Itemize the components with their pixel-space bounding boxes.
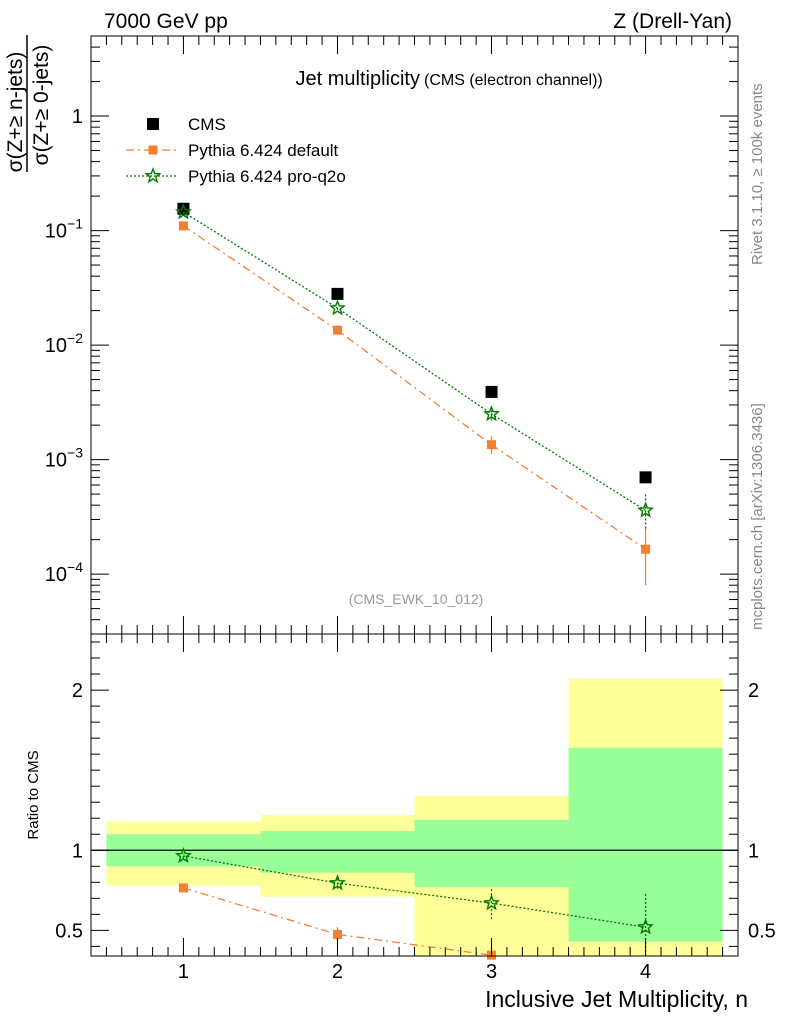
- ratio-y-tick-label: 0.5: [55, 920, 83, 942]
- x-axis-label: Inclusive Jet Multiplicity, n: [485, 986, 748, 1012]
- main-ticks: 10−4 10−3 10−2 10−1 1: [45, 35, 738, 635]
- ratio-panel: 1 2 3 4 0.5 0.5 1 1 2 2 Ratio to CMS Inclusive Je…: [25, 633, 776, 1012]
- ratio-series-1: [174, 846, 655, 956]
- chart-subtitle: (CMS (electron channel)): [424, 72, 603, 89]
- x-tick-label: 4: [640, 961, 651, 983]
- x-tick-label: 2: [332, 961, 343, 983]
- x-tick-label: 1: [178, 961, 189, 983]
- data-point: [177, 202, 190, 215]
- header-left-label: 7000 GeV pp: [104, 10, 228, 33]
- legend-label: CMS: [188, 115, 226, 134]
- legend-marker: [148, 145, 158, 155]
- legend-item: CMS: [147, 115, 226, 134]
- chart-title: Jet multiplicity: [296, 68, 420, 90]
- main-y-tick-label: 1: [72, 106, 83, 128]
- ratio-y-tick-label-right: 2: [748, 680, 759, 702]
- mcplots-label: mcplots.cern.ch [arXiv:1306.3436]: [749, 403, 766, 630]
- legend-item: Pythia 6.424 default: [126, 141, 339, 160]
- main-y-tick-label: 10−3: [45, 445, 83, 472]
- ratio-ticks: 1 2 3 4 0.5 0.5 1 1 2 2: [55, 634, 776, 983]
- data-point: [639, 471, 652, 484]
- data-point: [174, 203, 192, 220]
- ratio-bands: [106, 678, 723, 956]
- data-point: [637, 501, 655, 518]
- data-point: [332, 325, 342, 335]
- ratio-y-tick-label-right: 0.5: [748, 920, 776, 942]
- data-point: [328, 299, 346, 316]
- analysis-watermark: (CMS_EWK_10_012): [349, 591, 484, 607]
- ylabel-denominator: σ(Z+≥ 0-jets): [30, 45, 53, 166]
- main-series: [174, 202, 655, 586]
- ratio-point: [483, 894, 501, 911]
- series-2: [174, 203, 655, 529]
- ratio-point: [637, 918, 655, 935]
- main-y-tick-label: 10−1: [45, 216, 83, 243]
- data-point: [641, 544, 651, 554]
- main-y-tick-label: 10−4: [45, 559, 83, 586]
- ratio-ylabel: Ratio to CMS: [25, 750, 42, 839]
- legend-marker: [147, 118, 159, 130]
- legend-label: Pythia 6.424 default: [188, 141, 339, 160]
- ratio-line: [183, 855, 646, 928]
- legend: CMS Pythia 6.424 default Pythia 6.424 pro-…: [126, 115, 346, 186]
- header-right-label: Z (Drell-Yan): [613, 10, 732, 33]
- data-point: [483, 405, 501, 422]
- data-point: [178, 221, 188, 231]
- legend-marker: [144, 167, 162, 184]
- x-tick-label: 3: [486, 961, 497, 983]
- series-0: [177, 202, 652, 484]
- ratio-point: [332, 929, 342, 939]
- data-point: [331, 287, 344, 300]
- ratio-inner-band: [568, 747, 723, 942]
- main-y-tick-label: 10−2: [45, 330, 83, 357]
- ratio-point: [178, 883, 188, 893]
- legend-label: Pythia 6.424 pro-q2o: [188, 167, 346, 186]
- main-ylabel: σ(Z+≥ n-jets) σ(Z+≥ 0-jets): [4, 35, 53, 172]
- series-line: [183, 211, 646, 511]
- ratio-line: [183, 887, 492, 956]
- ratio-y-tick-label-right: 1: [748, 840, 759, 862]
- data-point: [485, 385, 498, 398]
- ratio-series: [174, 846, 655, 960]
- rivet-label: Rivet 3.1.10, ≥ 100k events: [749, 83, 766, 265]
- ratio-point: [174, 846, 192, 864]
- ylabel-numerator: σ(Z+≥ n-jets): [4, 52, 27, 173]
- ratio-inner-band: [260, 831, 415, 873]
- main-panel: 10−4 10−3 10−2 10−1 1 Jet multiplicity (CMS …: [45, 35, 739, 635]
- data-point: [487, 440, 497, 450]
- ratio-y-tick-label: 1: [72, 840, 83, 862]
- legend-item: Pythia 6.424 pro-q2o: [126, 167, 346, 186]
- ratio-inner-band: [414, 819, 569, 888]
- series-1: [178, 221, 651, 586]
- ratio-y-tick-label: 2: [72, 680, 83, 702]
- series-line: [183, 225, 646, 550]
- ratio-point: [328, 874, 346, 891]
